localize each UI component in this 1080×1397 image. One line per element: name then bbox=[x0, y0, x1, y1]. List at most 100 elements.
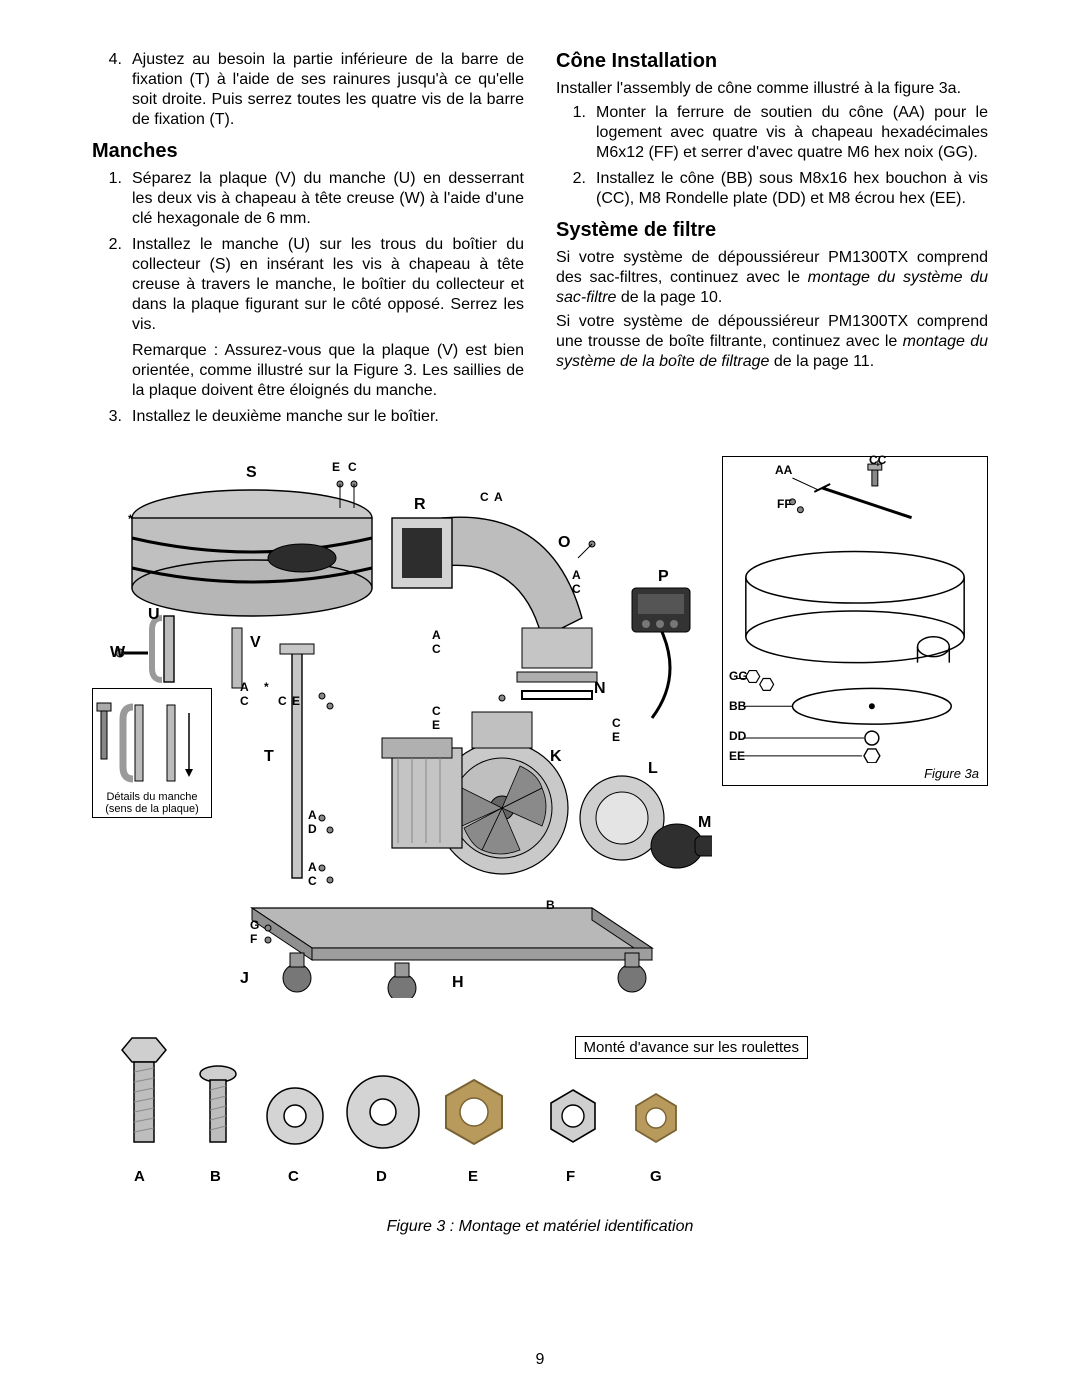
hw-label-D: D bbox=[376, 1168, 387, 1185]
label-C2: C bbox=[480, 490, 489, 504]
list-body: Séparez la plaque (V) du manche (U) en d… bbox=[132, 169, 524, 229]
main-diagram: Détails du manche (sens de la plaque) S … bbox=[92, 448, 712, 998]
label-DD: DD bbox=[729, 729, 746, 743]
inset-caption-l1: Détails du manche bbox=[106, 791, 197, 803]
label-C4: C bbox=[432, 642, 441, 656]
label-B: B bbox=[546, 898, 555, 912]
label-A7: A bbox=[308, 860, 317, 874]
inset-svg bbox=[93, 689, 213, 789]
list-number: 2. bbox=[556, 169, 596, 209]
label-M: M bbox=[698, 814, 711, 832]
side-diagram-svg bbox=[723, 457, 987, 763]
label-R: R bbox=[414, 496, 426, 514]
figure-caption: Figure 3 : Montage et matériel identific… bbox=[92, 1218, 988, 1236]
label-G: G bbox=[250, 918, 259, 932]
label-W: W bbox=[110, 644, 125, 662]
label-E4: E bbox=[292, 694, 300, 708]
list-item: 1. Séparez la plaque (V) du manche (U) e… bbox=[92, 169, 524, 229]
hw-label-A: A bbox=[134, 1168, 145, 1185]
label-A3: A bbox=[572, 568, 581, 582]
label-U: U bbox=[148, 606, 160, 624]
list-body-text: Installez le manche (U) sur les trous du… bbox=[132, 236, 524, 333]
right-column: Cône Installation Installer l'assembly d… bbox=[556, 50, 988, 433]
hardware-row: A B C D E F G bbox=[92, 1028, 988, 1198]
label-P: P bbox=[658, 568, 669, 586]
page-number: 9 bbox=[0, 1351, 1080, 1369]
filter-p2: Si votre système de dépoussiéreur PM1300… bbox=[556, 312, 988, 372]
label-C: C bbox=[348, 460, 357, 474]
list-item: 4. Ajustez au besoin la partie inférieur… bbox=[92, 50, 524, 130]
filter-p1: Si votre système de dépoussiéreur PM1300… bbox=[556, 248, 988, 308]
inset-caption-l2: (sens de la plaque) bbox=[105, 803, 199, 815]
label-AA: AA bbox=[775, 463, 792, 477]
filter-p1c: de la page 10. bbox=[616, 289, 722, 306]
heading-filter: Système de filtre bbox=[556, 219, 988, 242]
label-C5: C bbox=[432, 704, 441, 718]
label-C7: C bbox=[240, 694, 249, 708]
label-E: E bbox=[332, 460, 340, 474]
label-V: V bbox=[250, 634, 261, 652]
side-diagram: AA CC FF GG BB DD EE Figure 3a bbox=[722, 456, 988, 786]
left-list-continue: 4. Ajustez au besoin la partie inférieur… bbox=[92, 50, 524, 130]
label-E2: E bbox=[432, 718, 440, 732]
list-number: 3. bbox=[92, 407, 132, 427]
label-F: F bbox=[250, 932, 257, 946]
label-H: H bbox=[452, 974, 464, 992]
manches-list: 1. Séparez la plaque (V) du manche (U) e… bbox=[92, 169, 524, 427]
label-E3: E bbox=[612, 730, 620, 744]
label-BB: BB bbox=[729, 699, 746, 713]
cone-lead: Installer l'assembly de cône comme illus… bbox=[556, 79, 988, 99]
filter-p2c: de la page 11. bbox=[769, 353, 874, 370]
list-body: Installez le manche (U) sur les trous du… bbox=[132, 235, 524, 401]
label-D: D bbox=[308, 822, 317, 836]
list-remark: Remarque : Assurez-vous que la plaque (V… bbox=[132, 341, 524, 401]
list-body: Monter la ferrure de soutien du cône (AA… bbox=[596, 103, 988, 163]
list-number: 1. bbox=[92, 169, 132, 229]
inset-detail: Détails du manche (sens de la plaque) bbox=[92, 688, 212, 818]
figure-area: Détails du manche (sens de la plaque) S … bbox=[92, 448, 988, 1357]
label-C3: C bbox=[572, 582, 581, 596]
label-A4: A bbox=[432, 628, 441, 642]
label-C6: C bbox=[612, 716, 621, 730]
list-body: Ajustez au besoin la partie inférieure d… bbox=[132, 50, 524, 130]
hw-label-E: E bbox=[468, 1168, 478, 1185]
heading-manches: Manches bbox=[92, 140, 524, 163]
heading-cone: Cône Installation bbox=[556, 50, 988, 73]
list-item: 2. Installez le cône (BB) sous M8x16 hex… bbox=[556, 169, 988, 209]
label-L: L bbox=[648, 760, 658, 778]
hw-label-C: C bbox=[288, 1168, 299, 1185]
left-column: 4. Ajustez au besoin la partie inférieur… bbox=[92, 50, 524, 433]
cone-list: 1. Monter la ferrure de soutien du cône … bbox=[556, 103, 988, 209]
label-CC: CC bbox=[869, 453, 886, 467]
label-FF: FF bbox=[777, 497, 792, 511]
side-diagram-caption: Figure 3a bbox=[924, 766, 979, 781]
inset-caption: Détails du manche (sens de la plaque) bbox=[93, 789, 211, 817]
hw-label-F: F bbox=[566, 1168, 575, 1185]
label-O: O bbox=[558, 534, 570, 552]
label-T: T bbox=[264, 748, 274, 766]
label-A6: A bbox=[308, 808, 317, 822]
hw-label-G: G bbox=[650, 1168, 662, 1185]
hw-label-B: B bbox=[210, 1168, 221, 1185]
list-body: Installez le deuxième manche sur le boît… bbox=[132, 407, 524, 427]
label-star: * bbox=[264, 680, 269, 694]
label-J: J bbox=[240, 970, 249, 988]
label-C8: C bbox=[278, 694, 287, 708]
label-EE: EE bbox=[729, 749, 745, 763]
list-number: 1. bbox=[556, 103, 596, 163]
page: 4. Ajustez au besoin la partie inférieur… bbox=[0, 0, 1080, 1397]
list-item: 1. Monter la ferrure de soutien du cône … bbox=[556, 103, 988, 163]
roulettes-note: Monté d'avance sur les roulettes bbox=[575, 1036, 808, 1059]
list-number: 4. bbox=[92, 50, 132, 130]
label-C9: C bbox=[308, 874, 317, 888]
label-A5: A bbox=[240, 680, 249, 694]
label-GG: GG bbox=[729, 669, 748, 683]
list-number: 2. bbox=[92, 235, 132, 401]
list-item: 2. Installez le manche (U) sur les trous… bbox=[92, 235, 524, 401]
text-columns: 4. Ajustez au besoin la partie inférieur… bbox=[0, 0, 1080, 433]
label-S: S bbox=[246, 464, 257, 482]
hardware-svg bbox=[92, 1028, 988, 1198]
label-N: N bbox=[594, 680, 606, 698]
list-body: Installez le cône (BB) sous M8x16 hex bo… bbox=[596, 169, 988, 209]
label-K: K bbox=[550, 748, 562, 766]
